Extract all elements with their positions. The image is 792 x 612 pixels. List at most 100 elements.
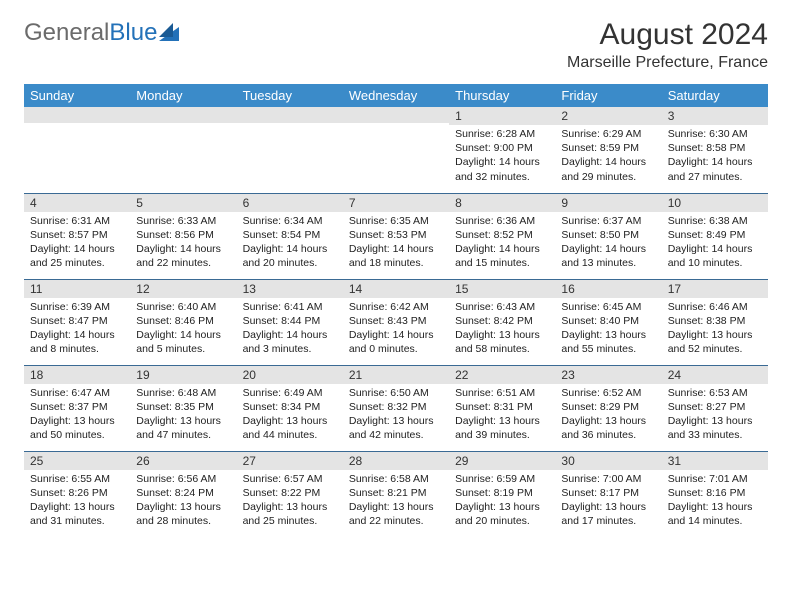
sunset: Sunset: 8:57 PM xyxy=(30,228,124,242)
sunset: Sunset: 8:29 PM xyxy=(561,400,655,414)
calendar-cell xyxy=(343,107,449,193)
day-number: 14 xyxy=(343,280,449,298)
daylight: Daylight: 13 hours and 28 minutes. xyxy=(136,500,230,528)
day-data: Sunrise: 6:35 AMSunset: 8:53 PMDaylight:… xyxy=(343,212,449,275)
sunset: Sunset: 8:34 PM xyxy=(243,400,337,414)
calendar-cell: 4Sunrise: 6:31 AMSunset: 8:57 PMDaylight… xyxy=(24,193,130,279)
calendar-cell: 30Sunrise: 7:00 AMSunset: 8:17 PMDayligh… xyxy=(555,451,661,537)
day-data: Sunrise: 6:41 AMSunset: 8:44 PMDaylight:… xyxy=(237,298,343,361)
calendar-cell: 2Sunrise: 6:29 AMSunset: 8:59 PMDaylight… xyxy=(555,107,661,193)
sunset: Sunset: 8:44 PM xyxy=(243,314,337,328)
sunrise: Sunrise: 6:58 AM xyxy=(349,472,443,486)
daylight: Daylight: 13 hours and 20 minutes. xyxy=(455,500,549,528)
sunrise: Sunrise: 6:41 AM xyxy=(243,300,337,314)
calendar-cell: 28Sunrise: 6:58 AMSunset: 8:21 PMDayligh… xyxy=(343,451,449,537)
sunset: Sunset: 8:22 PM xyxy=(243,486,337,500)
calendar-cell xyxy=(24,107,130,193)
sunrise: Sunrise: 6:28 AM xyxy=(455,127,549,141)
day-data: Sunrise: 6:51 AMSunset: 8:31 PMDaylight:… xyxy=(449,384,555,447)
sunrise: Sunrise: 7:01 AM xyxy=(668,472,762,486)
day-number: 2 xyxy=(555,107,661,125)
day-data: Sunrise: 6:40 AMSunset: 8:46 PMDaylight:… xyxy=(130,298,236,361)
calendar-row: 1Sunrise: 6:28 AMSunset: 9:00 PMDaylight… xyxy=(24,107,768,193)
day-data: Sunrise: 6:58 AMSunset: 8:21 PMDaylight:… xyxy=(343,470,449,533)
day-number: 17 xyxy=(662,280,768,298)
calendar-cell: 1Sunrise: 6:28 AMSunset: 9:00 PMDaylight… xyxy=(449,107,555,193)
day-number: 4 xyxy=(24,194,130,212)
sunset: Sunset: 8:21 PM xyxy=(349,486,443,500)
col-sunday: Sunday xyxy=(24,84,130,107)
calendar-row: 25Sunrise: 6:55 AMSunset: 8:26 PMDayligh… xyxy=(24,451,768,537)
sunrise: Sunrise: 6:46 AM xyxy=(668,300,762,314)
calendar-cell xyxy=(130,107,236,193)
sunset: Sunset: 8:37 PM xyxy=(30,400,124,414)
sunset: Sunset: 8:59 PM xyxy=(561,141,655,155)
sunset: Sunset: 8:38 PM xyxy=(668,314,762,328)
daylight: Daylight: 14 hours and 18 minutes. xyxy=(349,242,443,270)
location: Marseille Prefecture, France xyxy=(567,54,768,72)
day-number: 8 xyxy=(449,194,555,212)
daylight: Daylight: 14 hours and 27 minutes. xyxy=(668,155,762,183)
logo-text-blue: Blue xyxy=(109,19,157,47)
sunset: Sunset: 8:19 PM xyxy=(455,486,549,500)
daylight: Daylight: 13 hours and 39 minutes. xyxy=(455,414,549,442)
daylight: Daylight: 13 hours and 22 minutes. xyxy=(349,500,443,528)
daylight: Daylight: 13 hours and 58 minutes. xyxy=(455,328,549,356)
day-data: Sunrise: 6:59 AMSunset: 8:19 PMDaylight:… xyxy=(449,470,555,533)
sunset: Sunset: 9:00 PM xyxy=(455,141,549,155)
sunset: Sunset: 8:40 PM xyxy=(561,314,655,328)
day-data: Sunrise: 6:50 AMSunset: 8:32 PMDaylight:… xyxy=(343,384,449,447)
sunset: Sunset: 8:56 PM xyxy=(136,228,230,242)
day-number: 11 xyxy=(24,280,130,298)
calendar-cell: 31Sunrise: 7:01 AMSunset: 8:16 PMDayligh… xyxy=(662,451,768,537)
day-number: 5 xyxy=(130,194,236,212)
sunrise: Sunrise: 6:50 AM xyxy=(349,386,443,400)
day-number: 18 xyxy=(24,366,130,384)
calendar-cell: 3Sunrise: 6:30 AMSunset: 8:58 PMDaylight… xyxy=(662,107,768,193)
day-data: Sunrise: 6:48 AMSunset: 8:35 PMDaylight:… xyxy=(130,384,236,447)
daylight: Daylight: 13 hours and 44 minutes. xyxy=(243,414,337,442)
calendar-row: 18Sunrise: 6:47 AMSunset: 8:37 PMDayligh… xyxy=(24,365,768,451)
day-data: Sunrise: 6:43 AMSunset: 8:42 PMDaylight:… xyxy=(449,298,555,361)
sunrise: Sunrise: 6:55 AM xyxy=(30,472,124,486)
day-data: Sunrise: 6:57 AMSunset: 8:22 PMDaylight:… xyxy=(237,470,343,533)
day-number xyxy=(237,107,343,123)
sunset: Sunset: 8:42 PM xyxy=(455,314,549,328)
day-number: 28 xyxy=(343,452,449,470)
day-number: 23 xyxy=(555,366,661,384)
day-number: 27 xyxy=(237,452,343,470)
sunset: Sunset: 8:58 PM xyxy=(668,141,762,155)
day-number: 13 xyxy=(237,280,343,298)
day-data: Sunrise: 6:52 AMSunset: 8:29 PMDaylight:… xyxy=(555,384,661,447)
day-data: Sunrise: 6:31 AMSunset: 8:57 PMDaylight:… xyxy=(24,212,130,275)
calendar-cell: 26Sunrise: 6:56 AMSunset: 8:24 PMDayligh… xyxy=(130,451,236,537)
day-data: Sunrise: 6:56 AMSunset: 8:24 PMDaylight:… xyxy=(130,470,236,533)
sunrise: Sunrise: 6:35 AM xyxy=(349,214,443,228)
sunrise: Sunrise: 6:43 AM xyxy=(455,300,549,314)
daylight: Daylight: 14 hours and 8 minutes. xyxy=(30,328,124,356)
sunrise: Sunrise: 6:45 AM xyxy=(561,300,655,314)
day-data: Sunrise: 6:39 AMSunset: 8:47 PMDaylight:… xyxy=(24,298,130,361)
day-number: 1 xyxy=(449,107,555,125)
sunrise: Sunrise: 6:59 AM xyxy=(455,472,549,486)
day-data: Sunrise: 6:28 AMSunset: 9:00 PMDaylight:… xyxy=(449,125,555,188)
day-header-row: Sunday Monday Tuesday Wednesday Thursday… xyxy=(24,84,768,107)
calendar-row: 4Sunrise: 6:31 AMSunset: 8:57 PMDaylight… xyxy=(24,193,768,279)
daylight: Daylight: 13 hours and 17 minutes. xyxy=(561,500,655,528)
col-thursday: Thursday xyxy=(449,84,555,107)
col-saturday: Saturday xyxy=(662,84,768,107)
sunrise: Sunrise: 6:37 AM xyxy=(561,214,655,228)
day-data: Sunrise: 6:33 AMSunset: 8:56 PMDaylight:… xyxy=(130,212,236,275)
day-data: Sunrise: 6:47 AMSunset: 8:37 PMDaylight:… xyxy=(24,384,130,447)
day-number: 10 xyxy=(662,194,768,212)
day-data: Sunrise: 7:01 AMSunset: 8:16 PMDaylight:… xyxy=(662,470,768,533)
calendar-cell: 27Sunrise: 6:57 AMSunset: 8:22 PMDayligh… xyxy=(237,451,343,537)
calendar-cell: 14Sunrise: 6:42 AMSunset: 8:43 PMDayligh… xyxy=(343,279,449,365)
sunset: Sunset: 8:54 PM xyxy=(243,228,337,242)
day-number: 7 xyxy=(343,194,449,212)
daylight: Daylight: 13 hours and 52 minutes. xyxy=(668,328,762,356)
sunrise: Sunrise: 6:30 AM xyxy=(668,127,762,141)
sunset: Sunset: 8:46 PM xyxy=(136,314,230,328)
sunset: Sunset: 8:50 PM xyxy=(561,228,655,242)
daylight: Daylight: 14 hours and 29 minutes. xyxy=(561,155,655,183)
